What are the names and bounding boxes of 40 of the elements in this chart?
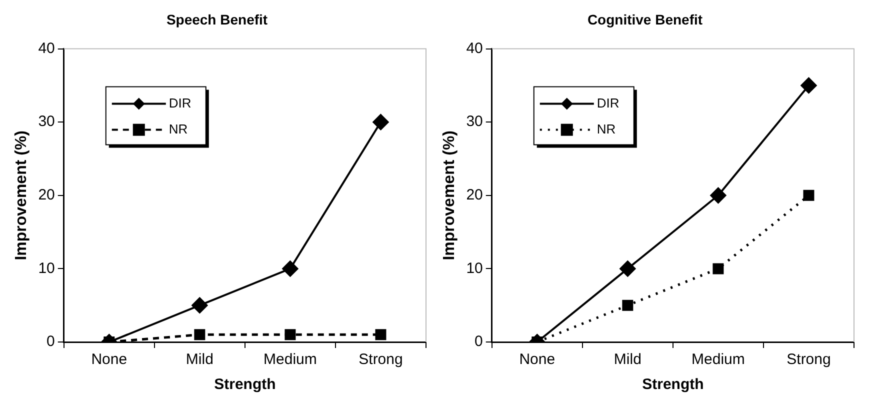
y-axis-title: Improvement (%)	[13, 130, 30, 260]
y-tick-label: 30	[466, 113, 483, 130]
x-axis-title: Strength	[642, 376, 704, 394]
x-axis-title: Strength	[214, 376, 276, 394]
point	[194, 329, 206, 340]
point	[803, 190, 814, 201]
y-tick-label: 10	[38, 260, 55, 277]
legend-label: DIR	[596, 95, 620, 110]
point	[710, 187, 726, 204]
y-tick-label: 10	[466, 260, 483, 277]
point	[712, 263, 724, 274]
point	[282, 260, 298, 277]
x-tick-label: Strong	[786, 351, 831, 368]
point	[375, 329, 386, 340]
y-tick-label: 20	[38, 186, 55, 204]
y-tick-label: 0	[474, 333, 483, 350]
y-tick-label: 20	[466, 186, 483, 204]
legend-label: DIR	[168, 95, 192, 110]
x-tick-label: Mild	[186, 351, 214, 368]
point	[372, 114, 389, 130]
y-tick-label: 0	[46, 333, 55, 350]
y-axis-title: Improvement (%)	[441, 130, 458, 260]
x-tick-label: Mild	[614, 351, 642, 368]
y-tick-label: 40	[38, 40, 55, 57]
y-tick-label: 30	[38, 113, 55, 130]
x-tick-label: Medium	[264, 351, 317, 368]
x-tick-label: Strong	[358, 351, 403, 368]
chart-title: Speech Benefit	[166, 11, 268, 28]
point	[800, 77, 817, 94]
legend-label: NR	[168, 121, 188, 136]
legend-label: NR	[596, 121, 616, 136]
point	[620, 260, 636, 277]
y-tick-label: 40	[466, 40, 483, 57]
x-tick-label: None	[519, 351, 556, 368]
chart-title: Cognitive Benefit	[587, 11, 703, 28]
point	[192, 297, 208, 314]
x-tick-label: Medium	[692, 351, 745, 368]
point	[284, 329, 296, 340]
point	[622, 300, 634, 311]
x-tick-label: None	[91, 351, 128, 368]
